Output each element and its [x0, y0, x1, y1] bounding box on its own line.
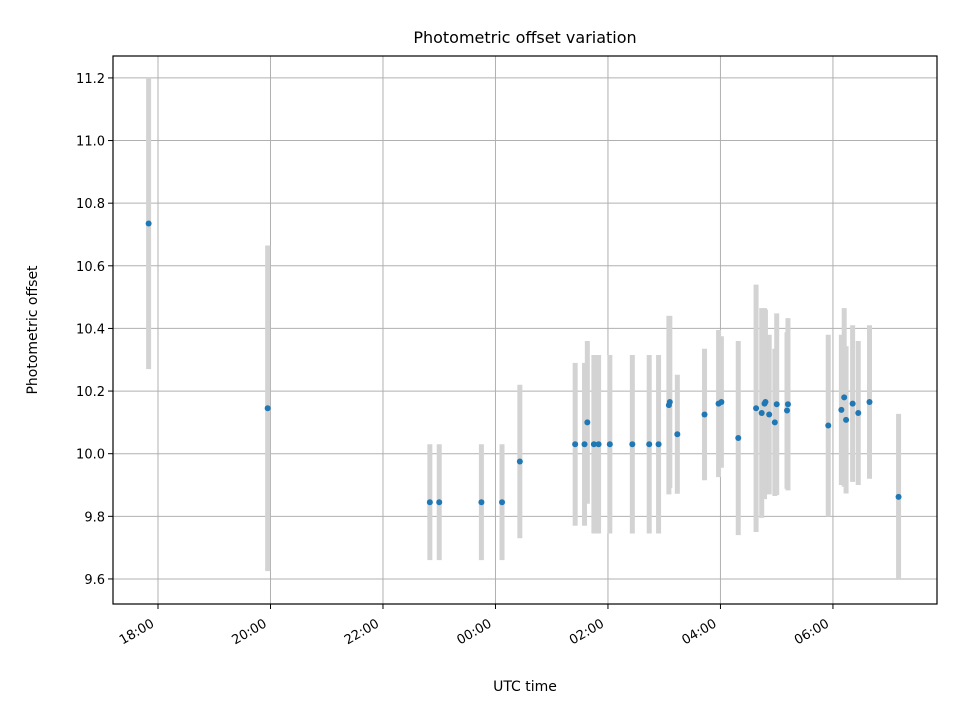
- data-point: [606, 441, 613, 448]
- data-point: [145, 220, 152, 227]
- data-point: [718, 399, 725, 406]
- data-point: [843, 416, 850, 423]
- x-tick-label: 02:00: [567, 616, 607, 648]
- data-point: [629, 441, 636, 448]
- data-point: [584, 419, 591, 426]
- y-tick-label: 10.0: [76, 448, 105, 463]
- x-axis-label: UTC time: [493, 679, 557, 695]
- data-point: [499, 499, 506, 506]
- data-point: [766, 411, 773, 418]
- y-tick-label: 9.6: [84, 573, 105, 588]
- data-point: [855, 409, 862, 416]
- data-point: [758, 409, 765, 416]
- data-point: [581, 441, 588, 448]
- data-point: [426, 499, 433, 506]
- x-tick-label: 20:00: [230, 616, 270, 648]
- y-tick-label: 10.6: [76, 260, 105, 275]
- y-axis-ticks: 9.6 9.8 10.0 10.2 10.4 10.6 10.8 11.0 11.2: [76, 72, 113, 588]
- y-axis-label: Photometric offset: [25, 265, 41, 395]
- data-point: [773, 401, 780, 408]
- x-tick-label: 06:00: [792, 616, 832, 648]
- plot-frame: [112, 55, 938, 605]
- y-tick-label: 11.0: [76, 135, 105, 150]
- x-tick-label: 04:00: [680, 616, 720, 648]
- data-point: [784, 401, 791, 408]
- y-tick-label: 10.8: [76, 197, 105, 212]
- data-point: [771, 419, 778, 426]
- data-point: [264, 405, 271, 412]
- data-point: [838, 406, 845, 413]
- y-tick-label: 10.4: [76, 322, 105, 337]
- data-point: [595, 441, 602, 448]
- data-point: [735, 435, 742, 442]
- data-point: [849, 400, 856, 407]
- data-point: [674, 431, 681, 438]
- data-point: [866, 399, 873, 406]
- y-tick-label: 9.8: [84, 510, 105, 525]
- y-tick-label: 10.2: [76, 385, 105, 400]
- data-point: [762, 399, 769, 406]
- data-point: [841, 394, 848, 401]
- data-point: [666, 399, 673, 406]
- x-tick-label: 18:00: [117, 616, 157, 648]
- x-axis-ticks: 18:00 20:00 22:00 00:00 02:00 04:00 06:00: [117, 604, 834, 648]
- data-point: [590, 441, 597, 448]
- x-tick-label: 22:00: [342, 616, 382, 648]
- data-point: [516, 458, 523, 465]
- data-points: [145, 220, 902, 506]
- data-point: [753, 405, 760, 412]
- data-point: [646, 441, 653, 448]
- data-point: [784, 407, 791, 414]
- data-point: [436, 499, 443, 506]
- y-tick-label: 11.2: [76, 72, 105, 87]
- grid: [113, 56, 937, 604]
- data-point: [825, 422, 832, 429]
- data-point: [655, 441, 662, 448]
- data-point: [478, 499, 485, 506]
- data-point: [895, 493, 902, 500]
- data-point: [572, 441, 579, 448]
- data-point: [701, 411, 708, 418]
- chart-title: Photometric offset variation: [413, 28, 636, 47]
- x-tick-label: 00:00: [455, 616, 495, 648]
